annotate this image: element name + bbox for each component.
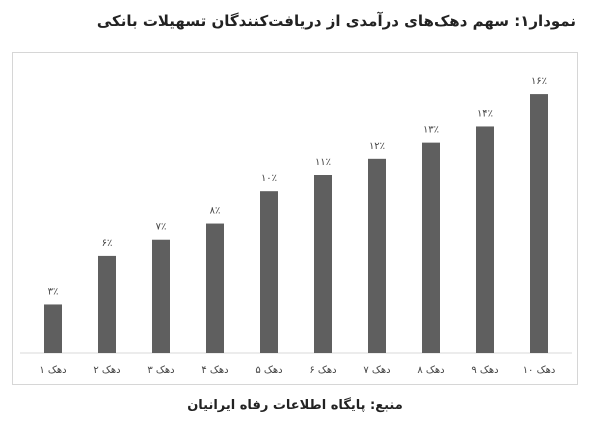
- data-label-9: ۱۴٪: [477, 108, 493, 119]
- bar-4: [206, 223, 224, 353]
- bar-1: [44, 304, 62, 353]
- bar-2: [98, 255, 116, 353]
- category-labels-group: دهک ۱ دهک ۲ دهک ۳ دهک ۴ دهک ۵ دهک ۶ دهک ۷ دهک ۸…: [39, 365, 555, 376]
- bar-8: [422, 142, 440, 353]
- chart-frame: [12, 52, 578, 385]
- category-label-10: دهک ۱۰: [523, 365, 556, 376]
- data-labels-group: ۳٪ ۶٪ ۷٪ ۸٪ ۱۰٪ ۱۱٪ ۱۲٪ ۱۳٪ ۱۴٪ ۱۶٪: [48, 76, 547, 297]
- data-label-10: ۱۶٪: [531, 76, 547, 87]
- bar-3: [152, 239, 170, 353]
- bar-5: [260, 191, 278, 353]
- source-note: منبع: پایگاه اطلاعات رفاه ایرانیان: [187, 398, 403, 413]
- bars-group: [44, 94, 548, 353]
- data-label-4: ۸٪: [210, 206, 221, 217]
- category-label-4: دهک ۴: [201, 365, 228, 376]
- data-label-3: ۷٪: [156, 222, 167, 233]
- category-label-9: دهک ۹: [471, 365, 498, 376]
- chart-title: نمودار۱: سهم دهک‌های درآمدی از دریافت‌کن…: [96, 12, 576, 30]
- category-label-7: دهک ۷: [363, 365, 390, 376]
- data-label-6: ۱۱٪: [315, 157, 331, 168]
- bar-6: [314, 175, 332, 353]
- bar-10: [530, 94, 548, 353]
- data-label-1: ۳٪: [48, 286, 59, 297]
- category-label-2: دهک ۲: [93, 365, 120, 376]
- bar-9: [476, 126, 494, 353]
- data-label-7: ۱۲٪: [369, 141, 385, 152]
- category-label-3: دهک ۳: [147, 365, 174, 376]
- data-label-5: ۱۰٪: [261, 173, 277, 184]
- category-label-5: دهک ۵: [255, 365, 282, 376]
- data-label-2: ۶٪: [102, 238, 113, 249]
- data-label-8: ۱۳٪: [423, 125, 439, 136]
- category-label-6: دهک ۶: [309, 365, 336, 376]
- category-label-1: دهک ۱: [39, 365, 66, 376]
- category-label-8: دهک ۸: [417, 365, 444, 376]
- bar-7: [368, 158, 386, 353]
